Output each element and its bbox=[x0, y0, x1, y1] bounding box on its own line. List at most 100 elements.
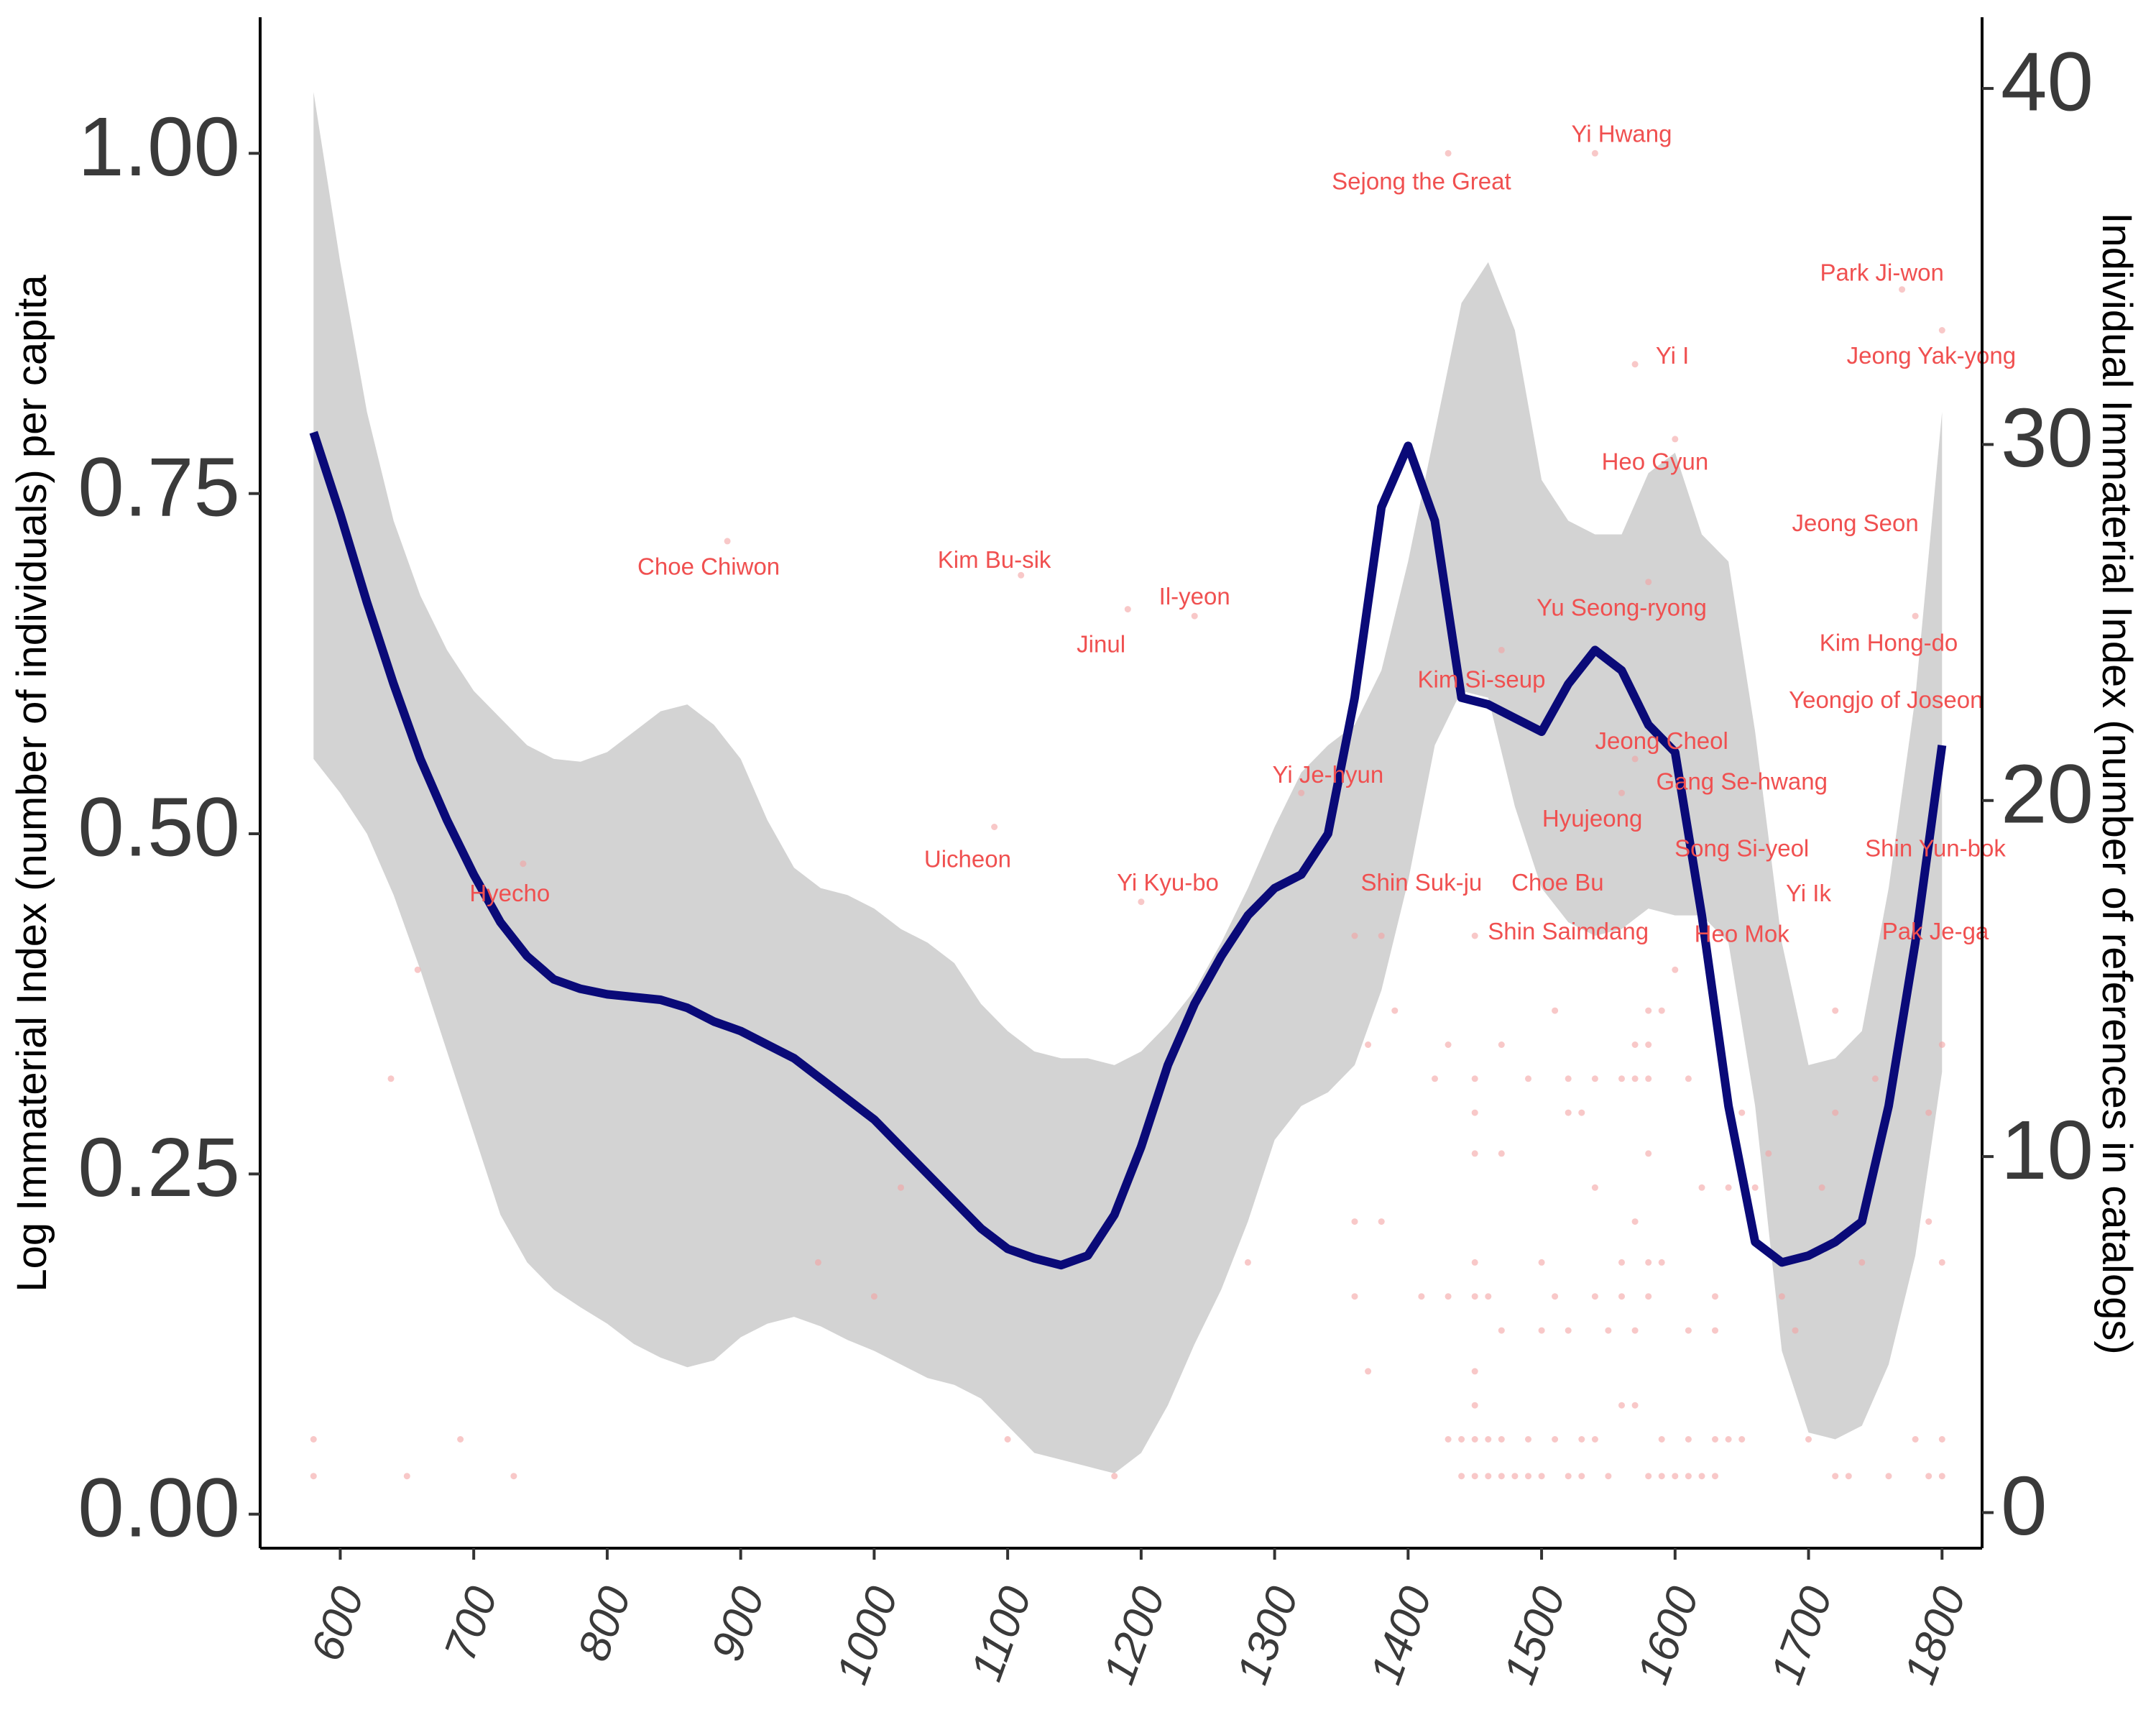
data-point bbox=[1618, 1293, 1625, 1300]
data-point bbox=[1631, 1075, 1639, 1082]
data-point bbox=[1552, 1293, 1559, 1300]
y-tick-label: 1.00 bbox=[78, 100, 240, 193]
confidence-ribbon-layer bbox=[313, 92, 1943, 1473]
data-point bbox=[1498, 1473, 1505, 1480]
data-point bbox=[310, 1436, 317, 1443]
annotation-label: Uicheon bbox=[924, 846, 1011, 873]
data-point bbox=[1765, 1150, 1772, 1157]
data-point bbox=[1471, 1473, 1478, 1480]
data-point bbox=[1351, 932, 1358, 939]
data-point bbox=[1004, 1436, 1011, 1443]
data-point bbox=[1938, 1436, 1945, 1443]
annotation-label: Kim Hong-do bbox=[1820, 630, 1958, 656]
data-point bbox=[457, 1436, 464, 1443]
data-point bbox=[1712, 1293, 1718, 1300]
data-point bbox=[1858, 1259, 1866, 1266]
data-point bbox=[1618, 789, 1625, 796]
y2-axis-title: Individual Immaterial Index (number of r… bbox=[2093, 212, 2140, 1354]
y-tick-label: 0.00 bbox=[78, 1460, 240, 1554]
data-point bbox=[991, 824, 998, 830]
data-point bbox=[1618, 1259, 1625, 1266]
data-point bbox=[1565, 1473, 1572, 1480]
data-point bbox=[1712, 1436, 1718, 1443]
data-point bbox=[1871, 1075, 1879, 1082]
annotation-label: Yi I bbox=[1656, 342, 1689, 369]
data-point bbox=[1925, 1473, 1932, 1480]
data-point bbox=[1591, 150, 1598, 157]
annotation-label: Heo Mok bbox=[1695, 921, 1790, 947]
data-point bbox=[1471, 1293, 1478, 1300]
data-point bbox=[1498, 646, 1505, 653]
data-point bbox=[387, 1075, 395, 1082]
data-point bbox=[1778, 1293, 1785, 1300]
y2-tick-label: 40 bbox=[2001, 35, 2093, 129]
data-point bbox=[1191, 612, 1198, 620]
data-point bbox=[1685, 1473, 1692, 1480]
data-point bbox=[310, 1473, 317, 1480]
annotation-label: Park Ji-won bbox=[1820, 259, 1944, 286]
data-point bbox=[1712, 1473, 1718, 1480]
data-point bbox=[1672, 1473, 1679, 1480]
data-point bbox=[1511, 1473, 1519, 1480]
data-point bbox=[1725, 1184, 1732, 1191]
data-point bbox=[1738, 1436, 1746, 1443]
data-point bbox=[1458, 1473, 1465, 1480]
data-point bbox=[1818, 1184, 1825, 1191]
data-point bbox=[1244, 1259, 1251, 1266]
data-point bbox=[1538, 1473, 1545, 1480]
data-point bbox=[1351, 1293, 1358, 1300]
data-point bbox=[1805, 1436, 1812, 1443]
data-point bbox=[1832, 1007, 1839, 1014]
data-point bbox=[414, 966, 421, 973]
data-point bbox=[1912, 612, 1919, 620]
data-point bbox=[1538, 1327, 1545, 1334]
data-point bbox=[1124, 606, 1131, 613]
data-point bbox=[1645, 1259, 1652, 1266]
y-tick-label: 0.75 bbox=[78, 440, 240, 533]
data-point bbox=[1591, 1075, 1598, 1082]
data-point bbox=[1565, 1327, 1572, 1334]
annotation-label: Shin Saimdang bbox=[1488, 918, 1649, 944]
annotation-label: Jeong Seon bbox=[1792, 510, 1919, 536]
data-point bbox=[1899, 286, 1906, 293]
data-point bbox=[1938, 327, 1945, 334]
data-point bbox=[1445, 150, 1452, 157]
data-point bbox=[1712, 1327, 1718, 1334]
data-point bbox=[1365, 1368, 1372, 1375]
data-point bbox=[1938, 1041, 1945, 1048]
data-point bbox=[1418, 1293, 1425, 1300]
data-point bbox=[403, 1473, 410, 1480]
data-point bbox=[1525, 1075, 1531, 1082]
data-points-layer bbox=[310, 150, 1945, 1480]
data-point bbox=[1672, 966, 1679, 973]
smooth-trend-line bbox=[309, 431, 1947, 1270]
y-tick-label: 0.25 bbox=[78, 1121, 240, 1214]
annotation-label: Yu Seong-ryong bbox=[1537, 594, 1707, 620]
annotation-label: Sejong the Great bbox=[1332, 168, 1511, 195]
y-axis-title: Log Immaterial Index (number of individu… bbox=[9, 275, 55, 1292]
data-point bbox=[1498, 1041, 1505, 1048]
data-point bbox=[1471, 1150, 1478, 1157]
data-point bbox=[1925, 1218, 1932, 1225]
data-point bbox=[1298, 789, 1305, 796]
annotation-label: Pak Je-ga bbox=[1882, 918, 1989, 944]
data-point bbox=[1885, 1473, 1892, 1480]
data-point bbox=[1138, 898, 1145, 906]
data-point bbox=[1618, 1402, 1625, 1409]
data-point bbox=[520, 860, 527, 868]
data-point bbox=[1471, 1436, 1478, 1443]
data-point bbox=[1698, 1184, 1705, 1191]
annotation-label: Shin Yun-bok bbox=[1865, 834, 2006, 861]
annotation-label: Gang Se-hwang bbox=[1656, 768, 1828, 795]
data-point bbox=[1445, 1041, 1452, 1048]
data-point bbox=[814, 1259, 821, 1266]
data-point bbox=[1578, 1436, 1585, 1443]
data-point bbox=[1618, 1075, 1625, 1082]
annotation-label: Yi Je-hyun bbox=[1273, 761, 1384, 788]
data-point bbox=[1445, 1293, 1452, 1300]
data-point bbox=[1832, 1109, 1839, 1116]
data-point bbox=[1698, 1473, 1705, 1480]
y2-tick-label: 10 bbox=[2001, 1103, 2093, 1197]
data-point bbox=[1578, 1473, 1585, 1480]
